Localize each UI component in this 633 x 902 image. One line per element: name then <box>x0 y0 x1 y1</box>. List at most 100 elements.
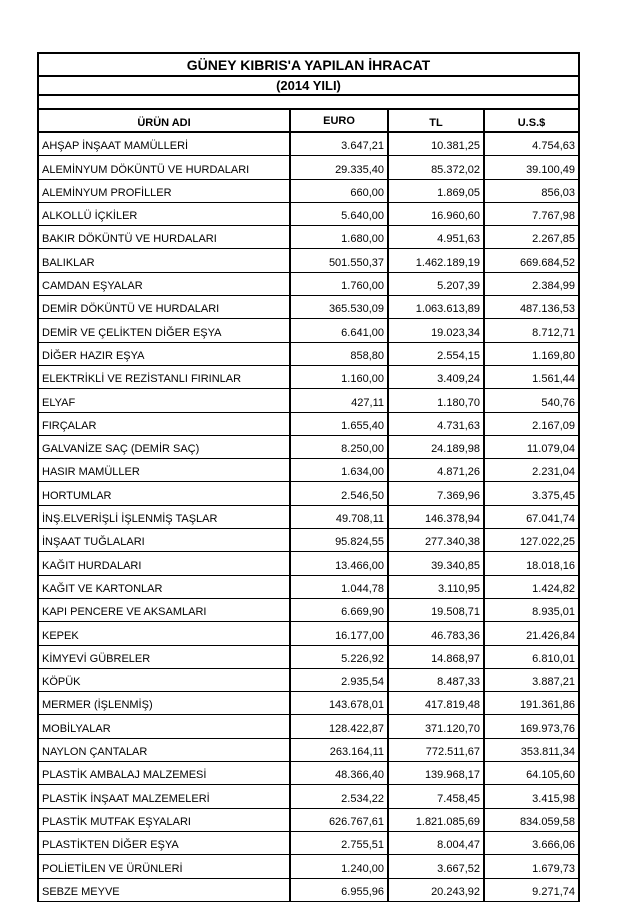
table-row: KAĞIT HURDALARI 13.466,00 39.340,85 18.018,… <box>37 551 580 576</box>
euro-value-cell: 1.240,00 <box>289 854 389 879</box>
usd-value-cell: 1.424,82 <box>483 574 580 599</box>
tl-value-cell: 277.340,38 <box>387 528 485 553</box>
usd-value-cell: 8.712,71 <box>483 318 580 343</box>
table-row: AHŞAP İNŞAAT MAMÜLLERİ 3.647,21 10.381,25 4… <box>37 131 580 157</box>
table-row: KÖPÜK 2.935,54 8.487,33 3.887,21 <box>37 667 580 693</box>
product-name-cell: KİMYEVİ GÜBRELER <box>37 644 291 669</box>
usd-value-cell: 1.561,44 <box>483 364 580 390</box>
euro-value-cell: 427,11 <box>289 388 389 413</box>
table-row: ALEMİNYUM PROFİLLER 660,00 1.869,05 856,03 <box>37 178 580 203</box>
usd-value-cell: 3.375,45 <box>483 481 580 506</box>
tl-value-cell: 5.207,39 <box>387 271 485 297</box>
table-row: PLASTİK İNŞAAT MALZEMELERİ 2.534,22 7.458,… <box>37 784 580 809</box>
usd-value-cell: 191.361,86 <box>483 691 580 716</box>
product-name-cell: ALEMİNYUM PROFİLLER <box>37 178 291 203</box>
product-name-cell: CAMDAN EŞYALAR <box>37 271 291 297</box>
usd-value-cell: 1.169,80 <box>483 341 580 366</box>
tl-value-cell: 14.868,97 <box>387 644 485 669</box>
column-header-euro: EURO <box>289 108 389 133</box>
table-row: KAPI PENCERE VE AKSAMLARI 6.669,90 19.508,… <box>37 597 580 623</box>
blank-spacer-row <box>37 94 580 110</box>
euro-value-cell: 626.767,61 <box>289 807 389 832</box>
table-row: ALKOLLÜ İÇKİLER 5.640,00 16.960,60 7.767,98 <box>37 201 580 227</box>
euro-value-cell: 5.226,92 <box>289 644 389 669</box>
usd-value-cell: 9.271,74 <box>483 877 580 902</box>
usd-value-cell: 7.767,98 <box>483 201 580 227</box>
tl-value-cell: 2.554,15 <box>387 341 485 366</box>
tl-value-cell: 772.511,67 <box>387 737 485 763</box>
table-row: İNŞ.ELVERİŞLİ İŞLENMİŞ TAŞLAR 49.708,11 14… <box>37 504 580 530</box>
tl-value-cell: 1.180,70 <box>387 388 485 413</box>
table-row: ELYAF 427,11 1.180,70 540,76 <box>37 388 580 413</box>
usd-value-cell: 1.679,73 <box>483 854 580 879</box>
usd-value-cell: 4.754,63 <box>483 131 580 157</box>
tl-value-cell: 1.063.613,89 <box>387 295 485 320</box>
column-header-usd: U.S.$ <box>483 108 580 133</box>
euro-value-cell: 13.466,00 <box>289 551 389 576</box>
euro-value-cell: 2.755,51 <box>289 830 389 856</box>
column-header-urun-adi: ÜRÜN ADI <box>37 108 291 133</box>
tl-value-cell: 3.667,52 <box>387 854 485 879</box>
table-row: DEMİR VE ÇELİKTEN DİĞER EŞYA 6.641,00 19.0… <box>37 318 580 343</box>
product-name-cell: ELEKTRİKLİ VE REZİSTANLI FIRINLAR <box>37 364 291 390</box>
usd-value-cell: 669.684,52 <box>483 248 580 273</box>
tl-value-cell: 146.378,94 <box>387 504 485 530</box>
usd-value-cell: 2.231,04 <box>483 458 580 483</box>
product-name-cell: POLİETİLEN VE ÜRÜNLERİ <box>37 854 291 879</box>
tl-value-cell: 4.951,63 <box>387 225 485 250</box>
euro-value-cell: 1.044,78 <box>289 574 389 599</box>
tl-value-cell: 4.731,63 <box>387 411 485 436</box>
tl-value-cell: 19.508,71 <box>387 597 485 623</box>
product-name-cell: KAĞIT VE KARTONLAR <box>37 574 291 599</box>
usd-value-cell: 8.935,01 <box>483 597 580 623</box>
euro-value-cell: 1.634,00 <box>289 458 389 483</box>
tl-value-cell: 1.462.189,19 <box>387 248 485 273</box>
product-name-cell: KEPEK <box>37 621 291 646</box>
euro-value-cell: 263.164,11 <box>289 737 389 763</box>
tl-value-cell: 7.369,96 <box>387 481 485 506</box>
tl-value-cell: 4.871,26 <box>387 458 485 483</box>
euro-value-cell: 365.530,09 <box>289 295 389 320</box>
product-name-cell: SEBZE MEYVE <box>37 877 291 902</box>
product-name-cell: DİĞER HAZIR EŞYA <box>37 341 291 366</box>
product-name-cell: ALEMİNYUM DÖKÜNTÜ VE HURDALARI <box>37 155 291 180</box>
tl-value-cell: 16.960,60 <box>387 201 485 227</box>
table-row: PLASTİK AMBALAJ MALZEMESİ 48.366,40 139.96… <box>37 761 580 786</box>
table-row: PLASTİKTEN DİĞER EŞYA 2.755,51 8.004,47 3.6… <box>37 830 580 856</box>
table-row: BALIKLAR 501.550,37 1.462.189,19 669.684,52 <box>37 248 580 273</box>
product-name-cell: KAĞIT HURDALARI <box>37 551 291 576</box>
subtitle-row: (2014 YILI) <box>37 75 580 96</box>
tl-value-cell: 85.372,02 <box>387 155 485 180</box>
euro-value-cell: 858,80 <box>289 341 389 366</box>
usd-value-cell: 540,76 <box>483 388 580 413</box>
euro-value-cell: 3.647,21 <box>289 131 389 157</box>
usd-value-cell: 67.041,74 <box>483 504 580 530</box>
tl-value-cell: 46.783,36 <box>387 621 485 646</box>
table-row: CAMDAN EŞYALAR 1.760,00 5.207,39 2.384,99 <box>37 271 580 297</box>
tl-value-cell: 8.487,33 <box>387 667 485 693</box>
tl-value-cell: 417.819,48 <box>387 691 485 716</box>
table-row: NAYLON ÇANTALAR 263.164,11 772.511,67 353.8… <box>37 737 580 763</box>
euro-value-cell: 29.335,40 <box>289 155 389 180</box>
usd-value-cell: 39.100,49 <box>483 155 580 180</box>
euro-value-cell: 2.534,22 <box>289 784 389 809</box>
product-name-cell: BALIKLAR <box>37 248 291 273</box>
table-row: KAĞIT VE KARTONLAR 1.044,78 3.110,95 1.424,… <box>37 574 580 599</box>
euro-value-cell: 16.177,00 <box>289 621 389 646</box>
column-header-row: ÜRÜN ADI EURO TL U.S.$ <box>37 108 580 133</box>
table-row: İNŞAAT TUĞLALARI 95.824,55 277.340,38 127.0… <box>37 528 580 553</box>
euro-value-cell: 143.678,01 <box>289 691 389 716</box>
table-row: FIRÇALAR 1.655,40 4.731,63 2.167,09 <box>37 411 580 436</box>
table-row: MOBİLYALAR 128.422,87 371.120,70 169.973,76 <box>37 714 580 739</box>
table-row: SEBZE MEYVE 6.955,96 20.243,92 9.271,74 <box>37 877 580 902</box>
tl-value-cell: 19.023,34 <box>387 318 485 343</box>
product-name-cell: BAKIR DÖKÜNTÜ VE HURDALARI <box>37 225 291 250</box>
table-row: GALVANİZE SAÇ (DEMİR SAÇ) 8.250,00 24.189,… <box>37 434 580 460</box>
product-name-cell: MOBİLYALAR <box>37 714 291 739</box>
euro-value-cell: 2.935,54 <box>289 667 389 693</box>
tl-value-cell: 371.120,70 <box>387 714 485 739</box>
export-table: GÜNEY KIBRIS'A YAPILAN İHRACAT (2014 YIL… <box>37 52 580 902</box>
usd-value-cell: 2.167,09 <box>483 411 580 436</box>
product-name-cell: HASIR MAMÜLLER <box>37 458 291 483</box>
